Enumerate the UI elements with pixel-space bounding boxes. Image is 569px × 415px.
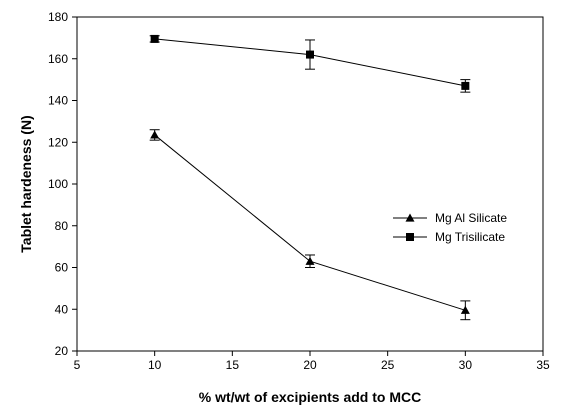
series-line <box>154 134 466 311</box>
legend-label: Mg Trisilicate <box>435 230 505 244</box>
x-axis-ticks: 5 10 15 20 25 30 35 <box>74 351 550 372</box>
series-mg-al-silicate <box>149 129 471 321</box>
triangle-marker <box>460 305 470 314</box>
square-marker <box>406 233 414 241</box>
triangle-marker <box>305 256 315 265</box>
y-tick-label: 100 <box>48 177 68 191</box>
square-marker <box>306 50 314 59</box>
y-tick-label: 40 <box>55 302 69 316</box>
x-tick-label: 15 <box>226 358 240 372</box>
legend: Mg Al Silicate Mg Trisilicate <box>393 211 507 244</box>
triangle-marker <box>150 130 160 139</box>
y-axis-ticks: 20 40 60 80 100 120 140 160 180 <box>48 10 77 358</box>
y-tick-label: 120 <box>48 135 68 149</box>
x-tick-label: 5 <box>74 358 81 372</box>
y-tick-label: 60 <box>55 261 69 275</box>
x-tick-label: 35 <box>536 358 550 372</box>
x-tick-label: 30 <box>459 358 473 372</box>
y-tick-label: 140 <box>48 94 68 108</box>
triangle-marker <box>405 213 415 222</box>
x-tick-label: 10 <box>148 358 162 372</box>
x-tick-label: 20 <box>303 358 317 372</box>
legend-label: Mg Al Silicate <box>435 211 507 225</box>
y-axis-title: Tablet hardeness (N) <box>18 115 34 252</box>
series-layer <box>149 34 471 321</box>
y-tick-label: 180 <box>48 10 68 24</box>
square-marker <box>150 34 159 43</box>
series-mg-trisilicate <box>149 34 471 93</box>
x-axis-title: % wt/wt of excipients add to MCC <box>199 389 421 405</box>
y-tick-label: 160 <box>48 52 68 66</box>
x-tick-label: 25 <box>381 358 395 372</box>
y-tick-label: 80 <box>55 219 69 233</box>
y-tick-label: 20 <box>55 344 69 358</box>
square-marker <box>461 81 470 90</box>
